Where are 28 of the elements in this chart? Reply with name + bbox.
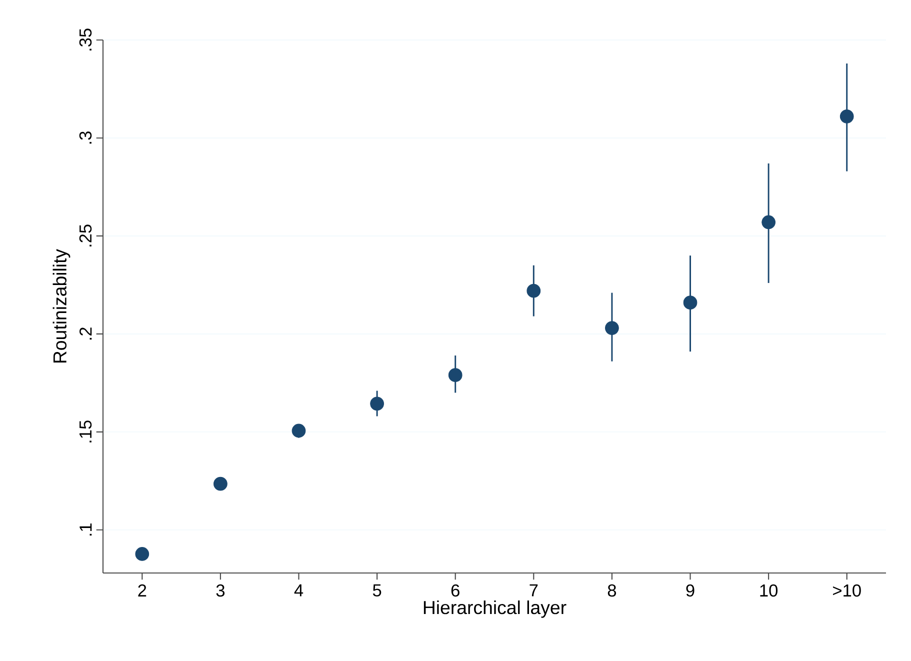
x-tick-label: 3 xyxy=(216,584,225,597)
x-tick-label: 6 xyxy=(451,584,460,597)
y-tick-label: .2 xyxy=(80,328,92,340)
point xyxy=(214,476,228,491)
point xyxy=(526,284,541,298)
point xyxy=(448,368,462,382)
point xyxy=(683,296,698,310)
x-tick-label: 2 xyxy=(138,584,146,596)
x-tick-label: 9 xyxy=(686,584,694,597)
y-tick-label: .25 xyxy=(79,224,92,246)
x-tick-label: 10 xyxy=(760,584,778,597)
x-tick-label: 8 xyxy=(608,584,616,597)
y-tick-label: .35 xyxy=(79,28,92,50)
x-tick-label: 4 xyxy=(294,584,304,596)
y-axis-title: Routinizability xyxy=(52,248,70,363)
x-tick-label: 7 xyxy=(530,584,538,596)
point xyxy=(762,215,776,230)
y-tick-label: .3 xyxy=(79,131,92,144)
x-tick-label: >10 xyxy=(833,584,861,597)
point xyxy=(605,321,619,335)
point xyxy=(840,109,854,124)
point xyxy=(292,424,306,438)
y-tick-label: .1 xyxy=(80,523,92,536)
point xyxy=(370,396,384,411)
point xyxy=(135,547,150,561)
x-axis-title: Hierarchical layer xyxy=(424,600,566,618)
x-tick-label: 5 xyxy=(372,584,382,596)
y-tick-label: .15 xyxy=(80,420,92,442)
